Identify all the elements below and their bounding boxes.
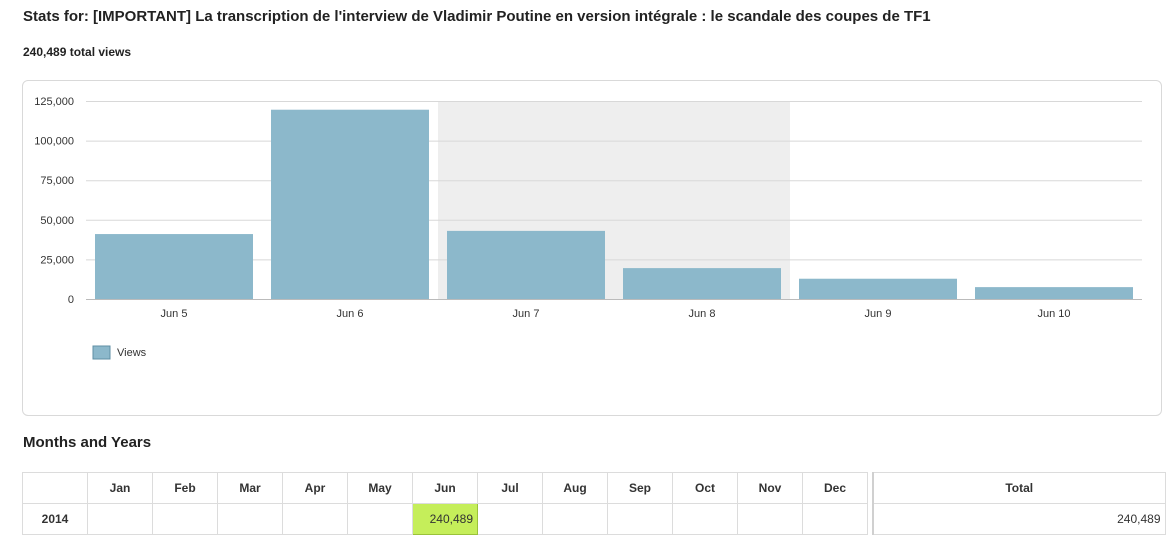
month-value-dec bbox=[802, 503, 868, 535]
month-header-aug: Aug bbox=[542, 472, 608, 504]
page-title: Stats for: [IMPORTANT] La transcription … bbox=[23, 8, 931, 25]
month-header-dec: Dec bbox=[802, 472, 868, 504]
month-header-apr: Apr bbox=[282, 472, 348, 504]
legend-label-views: Views bbox=[117, 347, 147, 359]
month-value-jan bbox=[87, 503, 153, 535]
month-header-mar: Mar bbox=[217, 472, 283, 504]
month-value-nov bbox=[737, 503, 803, 535]
month-header-jan: Jan bbox=[87, 472, 153, 504]
table-row: 2014 240,489 240,489 bbox=[22, 503, 1166, 535]
month-header-oct: Oct bbox=[672, 472, 738, 504]
chart-x-tick-label: Jun 8 bbox=[689, 308, 716, 320]
months-years-heading: Months and Years bbox=[23, 434, 152, 451]
chart-y-tick-label: 125,000 bbox=[34, 96, 74, 108]
chart-y-tick-label: 100,000 bbox=[34, 136, 74, 148]
chart-bar bbox=[799, 278, 957, 299]
month-header-jul: Jul bbox=[477, 472, 543, 504]
views-bar-chart: 0 25,000 50,000 75,000 100,000 125,000 Jun 5 Ju… bbox=[34, 96, 1142, 360]
year-header-cell bbox=[22, 472, 88, 504]
month-value-may bbox=[347, 503, 413, 535]
month-header-sep: Sep bbox=[607, 472, 673, 504]
chart-y-tick-label: 50,000 bbox=[40, 215, 74, 227]
year-cell: 2014 bbox=[22, 503, 88, 535]
month-value-apr bbox=[282, 503, 348, 535]
chart-x-tick-label: Jun 7 bbox=[513, 308, 540, 320]
total-views-count: 240,489 total views bbox=[23, 45, 132, 59]
legend-swatch bbox=[92, 345, 111, 360]
chart-bar bbox=[95, 234, 253, 299]
year-total-value: 240,489 bbox=[872, 503, 1166, 535]
chart-bar bbox=[271, 109, 429, 299]
month-value-sep bbox=[607, 503, 673, 535]
month-value-jun: 240,489 bbox=[412, 503, 478, 535]
month-header-may: May bbox=[347, 472, 413, 504]
month-value-jul bbox=[477, 503, 543, 535]
chart-bar bbox=[447, 230, 605, 299]
chart-bar bbox=[975, 287, 1133, 299]
views-chart-container: 0 25,000 50,000 75,000 100,000 125,000 Jun 5 Ju… bbox=[22, 80, 1162, 416]
month-header-jun: Jun bbox=[412, 472, 478, 504]
chart-x-tick-label: Jun 9 bbox=[865, 308, 892, 320]
chart-y-tick-label: 25,000 bbox=[40, 254, 74, 266]
month-value-feb bbox=[152, 503, 218, 535]
month-header-nov: Nov bbox=[737, 472, 803, 504]
month-value-aug bbox=[542, 503, 608, 535]
chart-y-tick-label: 75,000 bbox=[40, 175, 74, 187]
chart-bar bbox=[623, 268, 781, 299]
month-value-mar bbox=[217, 503, 283, 535]
total-header: Total bbox=[872, 472, 1166, 504]
month-header-feb: Feb bbox=[152, 472, 218, 504]
chart-x-tick-label: Jun 6 bbox=[337, 308, 364, 320]
chart-x-tick-label: Jun 10 bbox=[1037, 308, 1070, 320]
chart-x-tick-label: Jun 5 bbox=[161, 308, 188, 320]
chart-y-tick-label: 0 bbox=[68, 294, 74, 306]
months-header-row: Jan Feb Mar Apr May Jun Jul Aug Sep Oct Nov Dec Tota… bbox=[22, 472, 1166, 504]
months-years-table: Jan Feb Mar Apr May Jun Jul Aug Sep Oct Nov Dec Tota… bbox=[22, 472, 1166, 535]
month-value-oct bbox=[672, 503, 738, 535]
